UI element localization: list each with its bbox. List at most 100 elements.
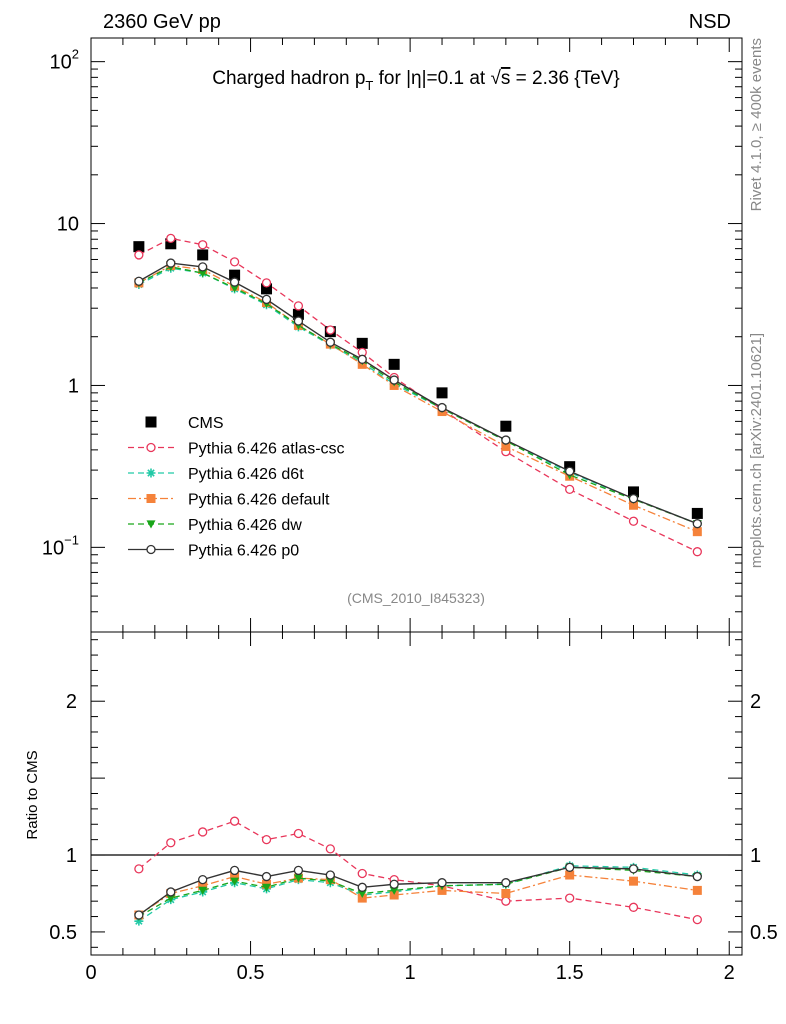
ratio-point-default	[389, 890, 399, 900]
series-dw	[134, 263, 702, 529]
x-tick-label: 2	[724, 962, 735, 984]
ratio-point-p0	[261, 871, 272, 882]
data-point-cms	[197, 249, 209, 261]
data-point-cms	[165, 238, 177, 250]
data-point-dw	[230, 284, 240, 293]
series-line-p0	[138, 262, 698, 525]
ratio-point-p0	[293, 865, 304, 876]
ratio-series-p0	[134, 862, 702, 920]
data-point-atlas_csc	[293, 301, 304, 311]
data-point-p0	[293, 316, 304, 326]
ratio-point-dw	[389, 886, 399, 895]
ratio-point-atlas_csc	[325, 844, 335, 854]
main-y-tick-label: 102	[50, 47, 79, 74]
ratio-series-default	[134, 870, 702, 920]
legend-marker	[146, 494, 156, 503]
ratio-series-atlas_csc	[134, 816, 702, 925]
ratio-y-tick-label-left: 2	[66, 691, 77, 713]
data-point-atlas_csc	[198, 240, 208, 250]
ratio-point-dw	[262, 883, 272, 892]
data-point-p0	[628, 493, 639, 504]
x-tick-label: 0	[85, 962, 96, 984]
ratio-line-dw	[138, 866, 698, 918]
ratio-point-atlas_csc	[198, 827, 208, 837]
data-point-atlas_csc	[229, 257, 240, 267]
data-point-atlas_csc	[628, 516, 639, 526]
main-y-tick-label: 1	[68, 375, 79, 397]
legend-entry-dw: Pythia 6.426 dw	[128, 517, 302, 534]
title-prefix: Charged hadron p	[212, 68, 365, 89]
plot-title: Charged hadron pT for |η|=0.1 at √s = 2.…	[212, 68, 619, 93]
ratio-point-default	[437, 885, 447, 895]
ratio-point-p0	[166, 887, 176, 897]
ratio-point-dw	[198, 886, 208, 895]
legend-marker	[146, 468, 156, 478]
ratio-point-default	[629, 876, 638, 886]
ratio-series-d6t	[134, 861, 702, 926]
legend: CMS Pythia 6.426 atlas-csc Pythia 6.426 d6…	[128, 415, 345, 560]
main-series-group	[133, 233, 703, 557]
legend-entry-atlas_csc: Pythia 6.426 atlas-csc	[128, 441, 345, 458]
x-tick-label: 1.5	[556, 962, 584, 984]
header-left: 2360 GeV pp	[103, 11, 221, 33]
main-y-tick-label: 10−1	[42, 532, 79, 559]
ratio-point-atlas_csc	[565, 893, 575, 903]
series-line-default	[138, 264, 698, 533]
title-suffix: = 2.36 {TeV}	[510, 68, 619, 89]
rivet-label: Rivet 4.1.0, ≥ 400k events	[748, 38, 765, 211]
data-point-cms	[133, 241, 145, 253]
ratio-point-dw	[230, 877, 240, 886]
ratio-point-dw	[166, 894, 176, 903]
series-line-atlas_csc	[138, 237, 698, 553]
data-point-cms	[500, 420, 512, 432]
series-line-d6t	[138, 267, 698, 525]
data-point-p0	[325, 337, 335, 347]
data-point-atlas_csc	[166, 233, 176, 244]
ratio-point-atlas_csc	[692, 914, 702, 925]
header-right: NSD	[689, 11, 731, 33]
data-point-p0	[389, 375, 399, 385]
ratio-point-default	[565, 870, 575, 880]
title-middle: for |η|=0.1 at √	[373, 68, 501, 89]
data-point-cms	[628, 486, 639, 498]
data-point-cms	[388, 358, 400, 370]
data-point-p0	[357, 354, 367, 364]
data-point-cms	[292, 308, 304, 320]
data-point-p0	[261, 294, 272, 305]
ratio-line-atlas_csc	[138, 820, 698, 921]
ratio-point-p0	[565, 862, 575, 872]
legend-label: Pythia 6.426 p0	[188, 543, 299, 560]
data-point-atlas_csc	[565, 484, 575, 495]
data-point-dw	[198, 269, 208, 278]
ratio-point-dw	[325, 877, 335, 886]
data-point-cms	[356, 337, 368, 349]
legend-marker	[146, 442, 156, 453]
ratio-axis-ticks: 0.5 0.5 1 1 2 2 0 0.5 1 1.5 2	[49, 632, 778, 984]
ratio-line-p0	[138, 866, 698, 916]
ratio-point-default	[198, 881, 208, 891]
data-point-default	[692, 527, 702, 537]
ratio-point-default	[230, 872, 240, 882]
data-point-p0	[501, 435, 511, 445]
ratio-y-tick-label-right: 2	[750, 691, 761, 713]
ratio-y-label: Ratio to CMS	[24, 750, 41, 839]
ratio-point-p0	[628, 864, 639, 874]
legend-label: CMS	[188, 415, 224, 432]
ratio-line-default	[138, 874, 698, 916]
legend-entry-cms: CMS	[145, 415, 224, 432]
ratio-y-tick-label-left: 1	[66, 845, 77, 867]
data-point-p0	[134, 276, 144, 286]
legend-label: Pythia 6.426 d6t	[188, 466, 304, 483]
legend-label: Pythia 6.426 dw	[188, 517, 302, 534]
ratio-point-atlas_csc	[134, 864, 144, 874]
legend-entry-d6t: Pythia 6.426 d6t	[128, 466, 304, 483]
legend-marker	[146, 544, 156, 555]
ratio-point-default	[357, 893, 367, 903]
data-point-atlas_csc	[325, 325, 335, 335]
ratio-point-p0	[501, 878, 511, 888]
ratio-point-p0	[437, 878, 447, 888]
data-point-p0	[565, 466, 575, 476]
ratio-point-default	[692, 885, 702, 895]
ratio-point-atlas_csc	[628, 902, 639, 912]
